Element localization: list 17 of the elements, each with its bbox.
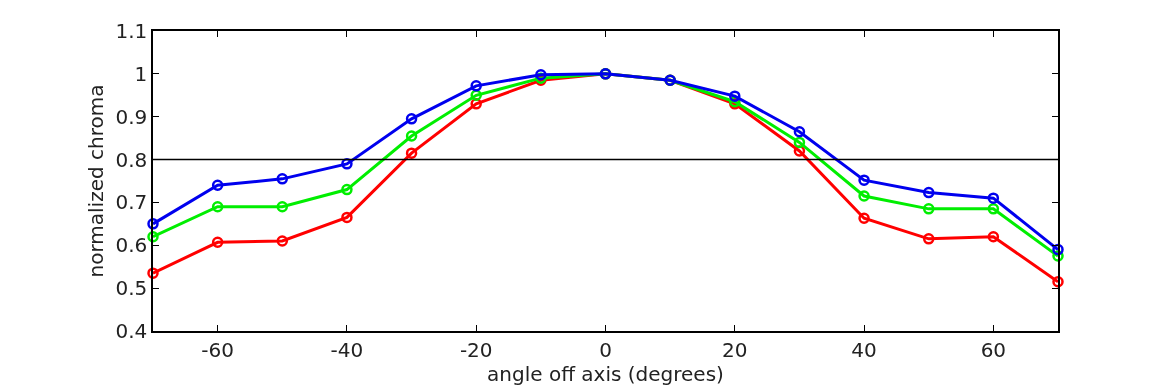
x-tick-label: 20	[722, 337, 748, 362]
y-tick-label: 0.9	[115, 104, 148, 129]
y-tick-label: 0.6	[115, 233, 148, 258]
x-tick-label: 40	[851, 337, 877, 362]
x-tick-label: -20	[459, 337, 493, 362]
x-axis-title: angle off axis (degrees)	[487, 361, 724, 386]
x-tick-label: -60	[201, 337, 234, 362]
y-tick-label: 0.4	[115, 319, 148, 343]
x-tick-label: 0	[599, 337, 612, 362]
y-tick-label: 0.5	[115, 276, 148, 301]
y-tick-label: 0.7	[115, 190, 148, 215]
x-tick-label: 60	[980, 337, 1007, 362]
y-axis-title: normalized chroma	[84, 84, 109, 278]
x-tick-label: -40	[330, 337, 364, 362]
y-tick-label: 1	[134, 61, 148, 86]
y-tick-label: 1.1	[115, 19, 148, 43]
y-tick-label: 0.8	[115, 147, 148, 172]
